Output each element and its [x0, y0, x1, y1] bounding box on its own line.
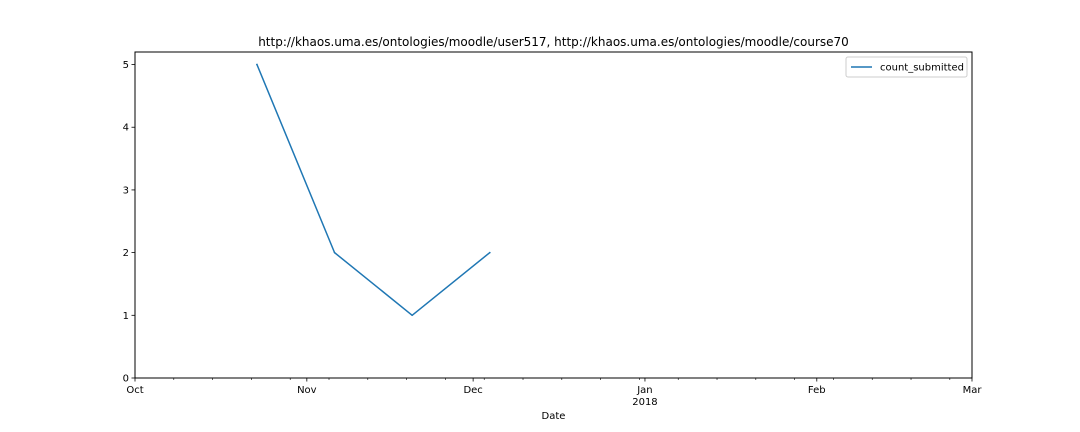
y-tick-label: 5 [123, 60, 129, 71]
y-tick-label: 2 [123, 248, 129, 259]
x-tick-sublabel: 2018 [632, 397, 657, 408]
plot-frame [134, 51, 973, 379]
y-tick-label: 0 [123, 374, 129, 385]
legend-box [845, 56, 968, 78]
data-point [256, 63, 258, 66]
legend: count_submitted [845, 56, 968, 78]
x-tick-label: Mar [963, 385, 983, 396]
x-tick-label: Oct [126, 385, 143, 396]
x-tick-label: Feb [808, 385, 826, 396]
data-point [411, 314, 413, 317]
x-tick-label: Dec [463, 385, 482, 396]
data-point [489, 251, 491, 254]
series-line [255, 63, 491, 317]
axes-layer [134, 51, 973, 379]
x-tick-label: Jan [636, 385, 652, 396]
legend-label: count_submitted [880, 63, 964, 74]
x-tick-label: Nov [297, 385, 317, 396]
chart-title: http://khaos.uma.es/ontologies/moodle/us… [258, 35, 849, 49]
series-layer [255, 63, 491, 317]
y-axis: 0 1 2 3 4 5 [123, 60, 135, 385]
y-tick-label: 3 [123, 185, 129, 196]
y-tick-label: 1 [123, 311, 129, 322]
y-tick-label: 4 [123, 123, 129, 134]
x-axis-label: Date [542, 411, 566, 422]
data-point [333, 251, 336, 254]
